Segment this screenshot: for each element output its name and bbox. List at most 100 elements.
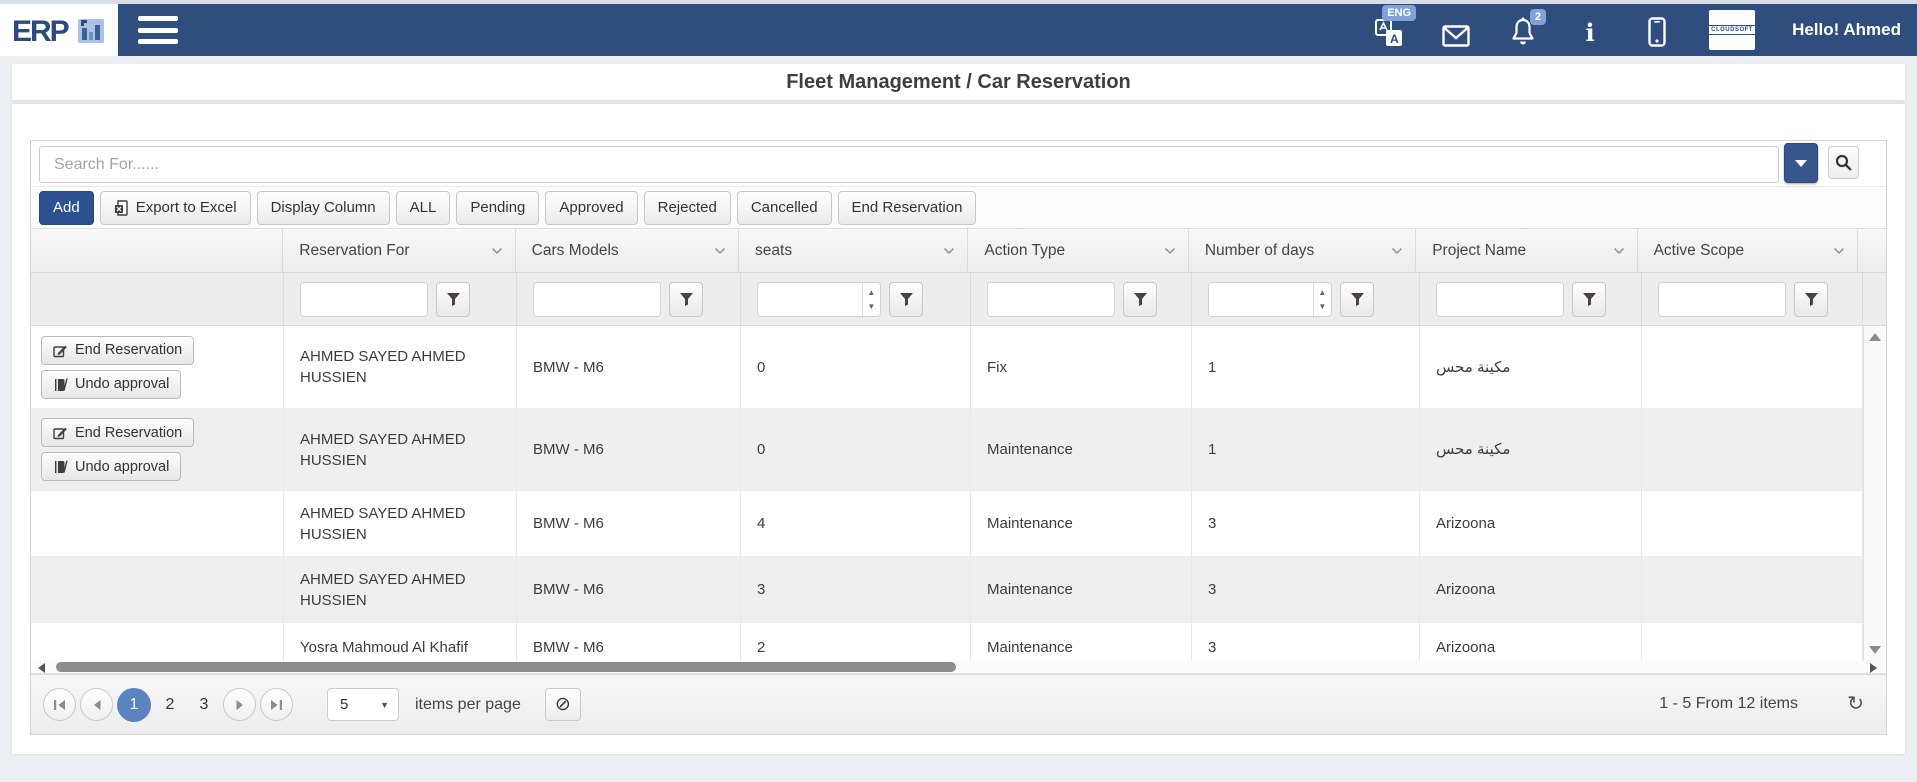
caret-down-icon: ▼ — [380, 699, 389, 710]
vertical-scrollbar[interactable] — [1863, 326, 1886, 661]
filter-input-number-of-days[interactable] — [1209, 282, 1313, 316]
page-number-current[interactable]: 1 — [117, 687, 151, 722]
chevron-down-icon[interactable] — [1613, 247, 1625, 255]
cell-seats: 3 — [741, 557, 971, 622]
export-to-excel-button[interactable]: Export to Excel — [99, 190, 251, 225]
filter-input-cars-models[interactable] — [534, 282, 660, 316]
cell-seats: 0 — [741, 409, 971, 490]
table-row[interactable]: Yosra Mahmoud Al Khafif BMW - M6 2 Maint… — [31, 623, 1863, 661]
undo-approval-row-button[interactable]: Undo approval — [41, 452, 182, 481]
column-header-seats[interactable]: seats — [739, 229, 969, 272]
refresh-icon[interactable]: ↻ — [1847, 693, 1864, 715]
pager-summary: 1 - 5 From 12 items — [1659, 695, 1798, 712]
table-row[interactable]: AHMED SAYED AHMED HUSSIEN BMW - M6 4 Mai… — [31, 491, 1863, 557]
chevron-down-icon[interactable] — [1833, 247, 1845, 255]
filter-input-active-scope[interactable] — [1659, 282, 1785, 316]
add-button[interactable]: Add — [39, 190, 94, 225]
column-header-project-name[interactable]: Project Name — [1416, 229, 1638, 272]
filter-input-reservation-for[interactable] — [301, 282, 427, 316]
table-row[interactable]: AHMED SAYED AHMED HUSSIEN BMW - M6 3 Mai… — [31, 557, 1863, 623]
language-switcher[interactable]: ENG A — [1374, 5, 1417, 47]
scroll-up-arrow-icon[interactable] — [1869, 333, 1881, 341]
numeric-spinner[interactable]: ▲ ▼ — [861, 282, 880, 316]
previous-page-button[interactable] — [80, 688, 113, 721]
scroll-right-arrow-icon[interactable] — [1870, 663, 1877, 673]
table-row[interactable]: End Reservation Undo approval AHMED SAYE… — [31, 409, 1863, 491]
spinner-up-icon[interactable]: ▲ — [1318, 287, 1327, 297]
export-to-excel-label: Export to Excel — [135, 199, 237, 216]
scroll-left-arrow-icon[interactable] — [38, 663, 45, 673]
search-options-dropdown-button[interactable] — [1784, 143, 1818, 183]
chevron-down-icon[interactable] — [714, 247, 726, 255]
cancel-changes-button[interactable]: ⊘ — [544, 688, 581, 721]
horizontal-scrollbar[interactable] — [31, 661, 1886, 674]
avatar[interactable]: CLOUDSOFT — [1708, 10, 1756, 50]
spinner-down-icon[interactable]: ▼ — [867, 301, 876, 311]
messages-button[interactable] — [1441, 13, 1471, 47]
page-number[interactable]: 2 — [165, 695, 175, 713]
brand-logo: CLOUDSOFT — [1708, 25, 1756, 35]
filter-menu-button[interactable] — [669, 281, 703, 317]
horizontal-scrollbar-thumb[interactable] — [56, 662, 956, 672]
cell-seats: 4 — [741, 491, 971, 556]
bell-icon — [1512, 17, 1534, 45]
filter-menu-button[interactable] — [436, 281, 470, 317]
filter-cell-seats: ▲ ▼ — [741, 273, 971, 325]
filter-input-seats[interactable] — [758, 282, 862, 316]
chevron-down-icon[interactable] — [1391, 247, 1403, 255]
filter-cancelled-button[interactable]: Cancelled — [736, 190, 832, 225]
filter-all-button[interactable]: ALL — [395, 190, 451, 225]
column-header-active-scope[interactable]: Active Scope — [1638, 229, 1858, 272]
column-header-action-type[interactable]: Action Type — [968, 229, 1189, 272]
filter-rejected-button[interactable]: Rejected — [643, 190, 731, 225]
search-input[interactable] — [39, 146, 1779, 183]
search-button[interactable] — [1828, 146, 1859, 179]
page-number[interactable]: 3 — [199, 695, 209, 713]
edit-pencil-icon — [53, 345, 67, 357]
chevron-down-icon[interactable] — [943, 247, 955, 255]
filter-end-reservation-button[interactable]: End Reservation — [837, 190, 977, 225]
filter-menu-button[interactable] — [1572, 281, 1606, 317]
logo-text: ERP — [12, 15, 69, 48]
page-size-select[interactable]: 5 ▼ — [327, 688, 399, 721]
mobile-app-button[interactable] — [1642, 13, 1672, 47]
filter-menu-button[interactable] — [889, 281, 923, 317]
cell-cars-models: BMW - M6 — [517, 409, 741, 490]
chevron-down-icon[interactable] — [1164, 247, 1176, 255]
spinner-up-icon[interactable]: ▲ — [867, 287, 876, 297]
cell-reservation-for: AHMED SAYED AHMED HUSSIEN — [284, 491, 517, 556]
cell-number-of-days: 1 — [1192, 326, 1420, 408]
last-page-button[interactable] — [260, 688, 293, 721]
undo-approval-row-button[interactable]: Undo approval — [41, 369, 182, 399]
numeric-spinner[interactable]: ▲ ▼ — [1312, 282, 1331, 316]
next-page-button[interactable] — [223, 688, 256, 721]
chevron-down-icon[interactable] — [491, 247, 503, 255]
search-row — [31, 141, 1886, 187]
filter-menu-button[interactable] — [1340, 281, 1374, 317]
display-column-button[interactable]: Display Column — [256, 190, 390, 225]
filter-pending-button[interactable]: Pending — [456, 190, 540, 225]
table-row[interactable]: End Reservation Undo approval AHMED SAYE… — [31, 326, 1863, 409]
column-header-reservation-for[interactable]: Reservation For — [283, 229, 516, 272]
funnel-filter-icon — [1350, 292, 1364, 306]
filter-menu-button[interactable] — [1794, 281, 1828, 317]
notifications-button[interactable]: 2 — [1508, 9, 1547, 47]
search-icon — [1835, 154, 1852, 171]
filter-approved-button[interactable]: Approved — [545, 190, 638, 225]
hamburger-menu-icon[interactable] — [138, 16, 178, 44]
app-logo[interactable]: ERP — [0, 4, 118, 56]
info-button[interactable]: i — [1575, 13, 1605, 47]
column-header-number-of-days[interactable]: Number of days — [1189, 229, 1417, 272]
grid-filter-row: ▲ ▼ ▲ — [31, 273, 1886, 326]
header-filler — [1858, 229, 1886, 272]
filter-input-project-name[interactable] — [1437, 282, 1563, 316]
scroll-down-arrow-icon[interactable] — [1869, 646, 1881, 654]
end-reservation-row-button[interactable]: End Reservation — [41, 335, 195, 365]
funnel-filter-icon — [679, 292, 693, 306]
spinner-down-icon[interactable]: ▼ — [1318, 301, 1327, 311]
filter-input-action-type[interactable] — [988, 282, 1114, 316]
column-header-cars-models[interactable]: Cars Models — [516, 229, 740, 272]
end-reservation-row-button[interactable]: End Reservation — [41, 418, 195, 447]
first-page-button[interactable] — [43, 688, 76, 721]
filter-menu-button[interactable] — [1123, 281, 1157, 317]
